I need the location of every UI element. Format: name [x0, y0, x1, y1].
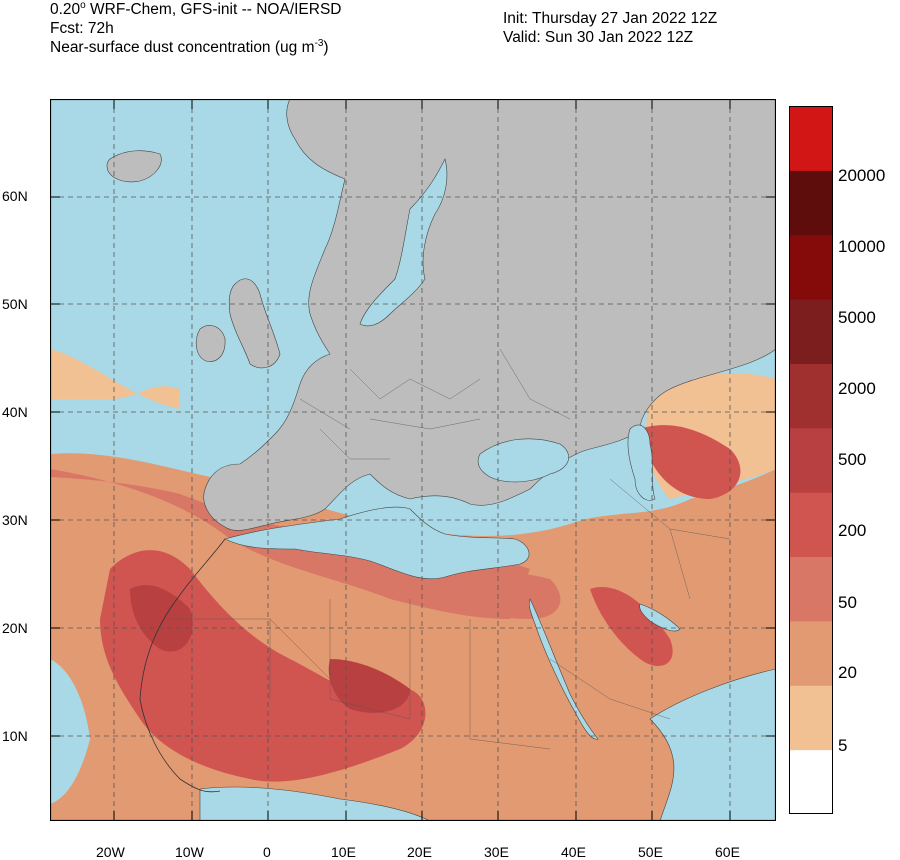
persian-gulf	[639, 603, 681, 632]
model-title: 0.20o WRF-Chem, GFS-init -- NOA/IERSD	[50, 1, 342, 20]
dust-zone-egypt	[430, 571, 561, 619]
colorbar-cell	[789, 427, 833, 493]
dust-zone-caspian	[640, 425, 741, 499]
y-tick-label: 30N	[2, 512, 28, 528]
axis-ticks	[50, 99, 776, 821]
dust-map	[50, 99, 776, 821]
variable-name: Near-surface dust concentration (ug m	[50, 39, 315, 56]
x-tick-label: 10E	[331, 844, 356, 860]
degree-symbol: o	[80, 0, 86, 11]
variable-title: Near-surface dust concentration (ug m-3)	[50, 39, 342, 58]
dust-zone-core	[130, 585, 193, 652]
x-tick-label: 20W	[96, 844, 125, 860]
colorbar	[789, 106, 833, 814]
x-tick-label: 20E	[407, 844, 432, 860]
y-tick-label: 10N	[2, 728, 28, 744]
colorbar-cell	[789, 106, 833, 171]
colorbar-cell	[789, 299, 833, 364]
colorbar-label: 50	[838, 593, 857, 612]
dust-zone-core2	[328, 659, 410, 713]
mediterranean-sea	[224, 506, 530, 580]
model-prefix: 0.20	[50, 1, 81, 18]
y-tick-label: 50N	[2, 296, 28, 312]
baltic-sea	[359, 158, 448, 327]
europe-landmass	[203, 99, 776, 531]
dust-zone-arabia	[590, 587, 673, 667]
colorbar-cell	[789, 234, 833, 300]
lat-lon-grid	[50, 99, 776, 821]
colorbar-cell	[789, 620, 833, 686]
x-tick-label: 0	[263, 844, 271, 860]
y-tick-label: 20N	[2, 620, 28, 636]
y-tick-label: 60N	[2, 188, 28, 204]
colorbar-label: 200	[838, 521, 867, 540]
gulf-of-guinea	[199, 786, 431, 821]
caspian-sea	[627, 424, 656, 501]
colorbar-label: 5	[838, 736, 848, 755]
colorbar-cell	[789, 170, 833, 236]
model-suffix: WRF-Chem, GFS-init -- NOA/IERSD	[85, 1, 342, 18]
colorbar-cell	[789, 685, 833, 751]
clean-air-zone	[50, 659, 90, 804]
x-tick-label: 50E	[638, 844, 663, 860]
africa-coastline	[139, 538, 226, 793]
dust-zone-low	[50, 349, 180, 409]
x-tick-label: 30E	[484, 844, 509, 860]
colorbar-cell	[789, 363, 833, 429]
red-sea	[528, 598, 599, 740]
country-borders	[170, 348, 731, 750]
colorbar-label: 10000	[838, 237, 886, 256]
y-tick-label: 40N	[2, 404, 28, 420]
init-time: Init: Thursday 27 Jan 2022 12Z	[503, 10, 718, 27]
valid-time: Valid: Sun 30 Jan 2022 12Z	[503, 29, 694, 46]
x-tick-label: 10W	[175, 844, 204, 860]
map-frame	[50, 99, 776, 821]
colorbar-frame	[789, 106, 833, 814]
iceland	[106, 150, 162, 183]
ireland	[195, 325, 226, 362]
colorbar-label: 20000	[838, 166, 886, 185]
colorbar-cell	[789, 556, 833, 622]
colorbar-cell	[789, 492, 833, 558]
x-tick-label: 60E	[715, 844, 740, 860]
colorbar-label: 5000	[838, 308, 876, 327]
arabian-sea	[649, 668, 776, 821]
forecast-hour: Fcst: 72h	[50, 20, 114, 37]
black-sea	[477, 438, 569, 483]
variable-close: )	[323, 39, 329, 56]
variable-exponent: -3	[314, 38, 324, 49]
colorbar-label: 2000	[838, 379, 876, 398]
colorbar-cell	[789, 749, 833, 814]
x-tick-label: 40E	[561, 844, 586, 860]
title-block: 0.20o WRF-Chem, GFS-init -- NOA/IERSD Fc…	[50, 1, 342, 58]
colorbar-label: 500	[838, 450, 867, 469]
great-britain	[228, 278, 281, 369]
date-block: Init: Thursday 27 Jan 2022 12Z Valid: Su…	[503, 10, 717, 48]
colorbar-label: 20	[838, 663, 857, 682]
